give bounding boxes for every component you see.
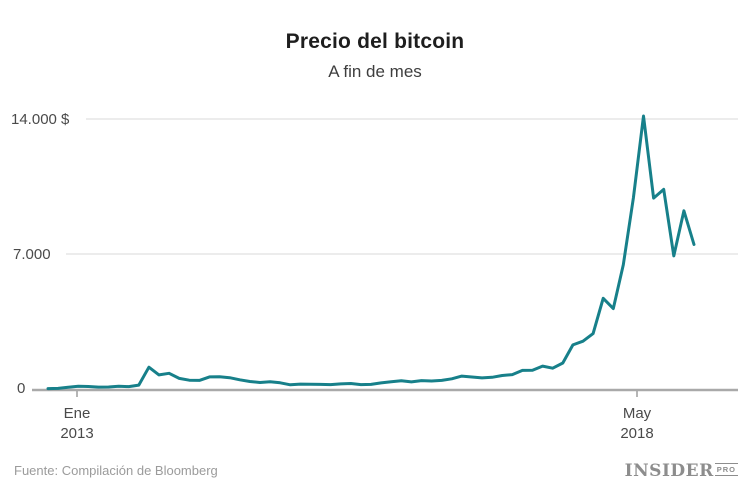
- price-line: [46, 114, 696, 391]
- logo-pro-badge: PRO: [714, 463, 738, 476]
- y-axis-label-7000: 7.000: [13, 246, 51, 263]
- x-axis-label-month: Ene: [63, 405, 91, 422]
- y-axis-label-14000: 14.000 $: [11, 111, 70, 128]
- x-axis-label-month: May: [622, 405, 652, 422]
- page-title: Precio del bitcoin: [285, 30, 465, 53]
- y-axis-label-0: 0: [17, 380, 26, 397]
- insiderpro-logo: INSIDER PRO: [625, 461, 738, 481]
- logo-insider-text: INSIDER: [624, 461, 714, 481]
- x-axis-label-ene-2013: Ene 2013: [32, 404, 122, 444]
- x-axis-label-year: 2013: [60, 425, 94, 442]
- page-subtitle: A fin de mes: [328, 62, 422, 81]
- x-axis-label-year: 2018: [620, 425, 654, 442]
- source-text: Fuente: Compilación de Bloomberg: [14, 463, 218, 478]
- x-axis-label-may-2018: May 2018: [592, 404, 682, 444]
